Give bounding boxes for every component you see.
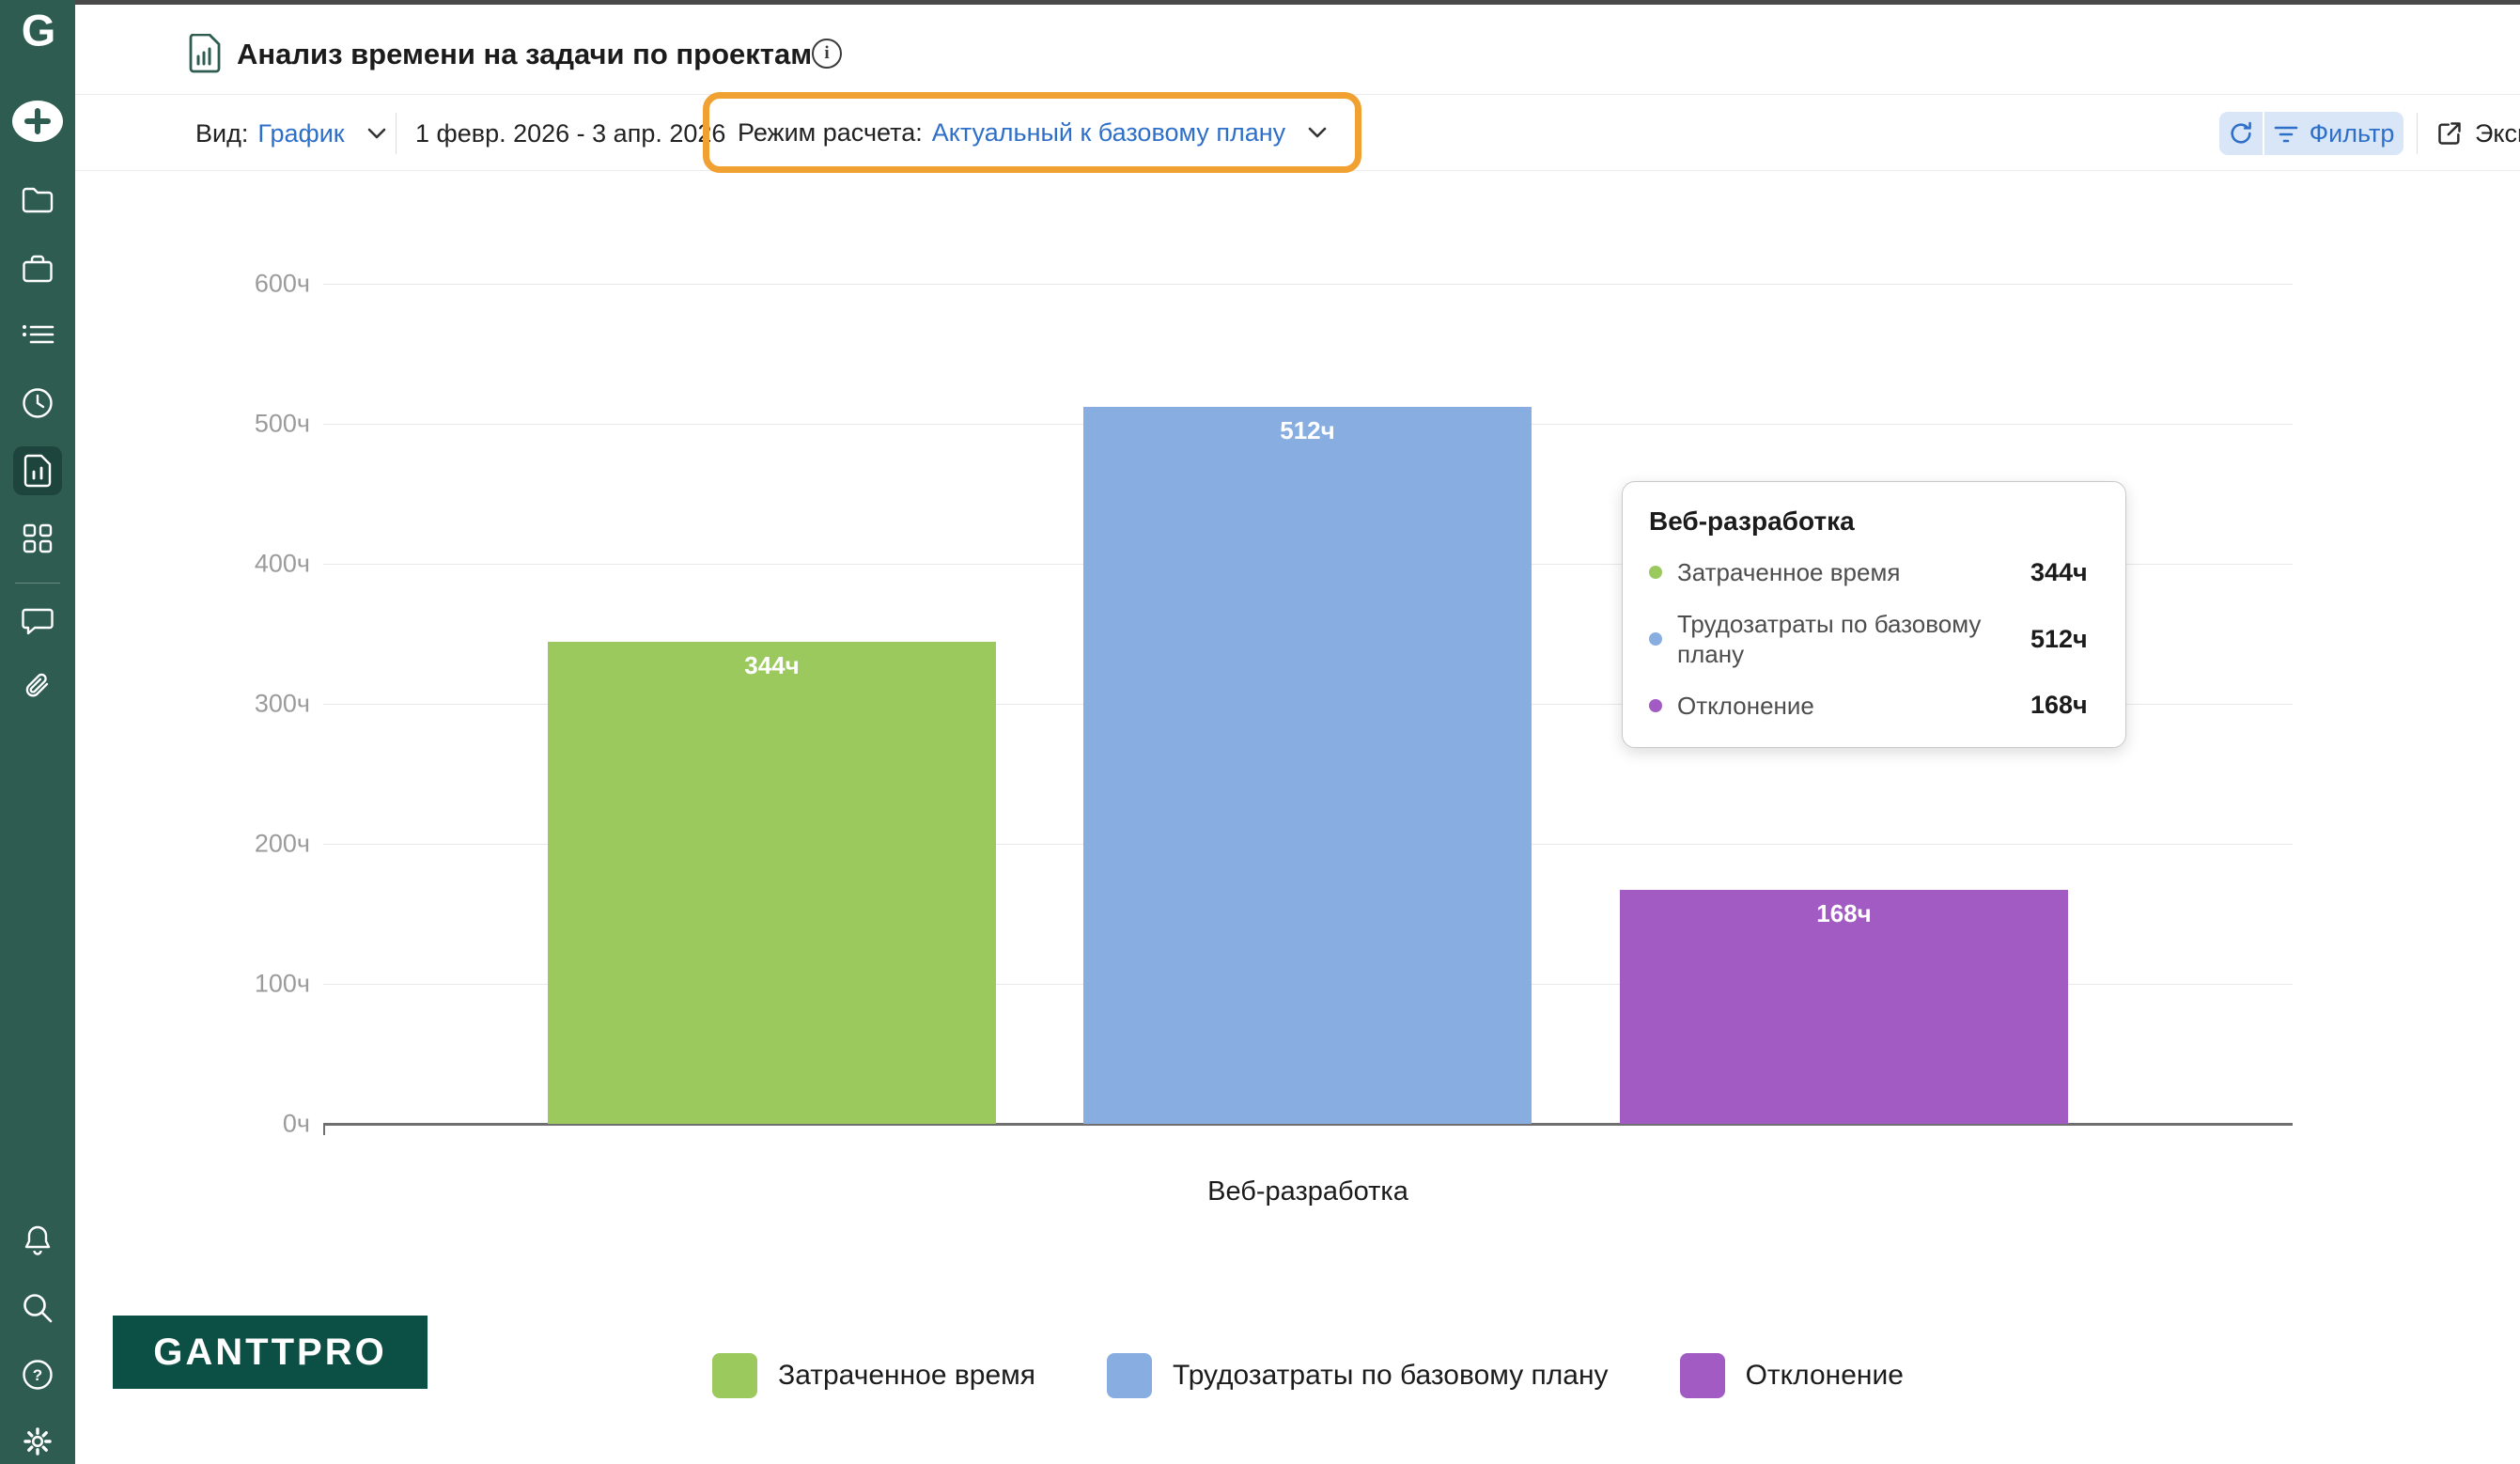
refresh-icon — [2231, 121, 2251, 144]
sidebar-item-portfolio[interactable] — [22, 254, 54, 284]
tooltip-row-label: Отклонение — [1677, 691, 1814, 720]
grid-icon — [23, 523, 53, 553]
tooltip-row: Затраченное время 344ч — [1649, 557, 2099, 588]
tooltip-title: Веб-разработка — [1649, 506, 1855, 536]
legend-swatch — [1107, 1353, 1153, 1398]
screen-top-edge — [0, 0, 2520, 5]
calculation-mode-dropdown[interactable]: Режим расчета: Актуальный к базовому пла… — [703, 92, 1362, 173]
info-icon[interactable]: i — [812, 39, 842, 69]
refresh-button[interactable] — [2219, 112, 2263, 155]
filter-label: Фильтр — [2309, 118, 2395, 148]
sidebar-item-projects[interactable] — [22, 186, 54, 214]
series-dot — [1649, 566, 1662, 580]
mode-label: Режим расчета: — [738, 117, 923, 147]
sidebar-item-task-list[interactable] — [21, 321, 54, 348]
bar-spent-time[interactable]: 344ч — [548, 642, 996, 1124]
legend-swatch — [712, 1353, 758, 1398]
y-tick-label: 600ч — [254, 269, 310, 298]
legend-item-spent-time[interactable]: Затраченное время — [712, 1353, 1035, 1398]
bell-icon — [24, 1225, 51, 1255]
legend-item-deviation[interactable]: Отклонение — [1679, 1353, 1904, 1398]
y-tick-label: 300ч — [254, 689, 310, 718]
filter-button[interactable]: Фильтр — [2264, 112, 2403, 155]
tooltip-row-value: 344ч — [2030, 557, 2088, 586]
y-tick-label: 400ч — [254, 549, 310, 578]
bar-value-label: 168ч — [1816, 899, 1872, 927]
report-chart-icon — [186, 34, 222, 75]
report-icon — [23, 454, 52, 488]
date-range-picker[interactable]: 1 февр. 2026 - 3 апр. 2026 — [415, 96, 725, 171]
question-icon: ? — [23, 1360, 53, 1390]
series-dot — [1649, 632, 1662, 646]
x-axis-tick — [323, 1126, 325, 1135]
folder-icon — [22, 187, 54, 213]
notifications-button[interactable] — [23, 1224, 53, 1256]
sidebar-item-apps[interactable] — [23, 523, 53, 553]
y-tick-label: 0ч — [282, 1109, 310, 1138]
gear-icon — [23, 1427, 52, 1456]
ganttpro-logo-mark[interactable]: G — [21, 5, 56, 55]
x-axis-line — [323, 1123, 2293, 1126]
bar-deviation[interactable]: 168ч — [1620, 890, 2068, 1124]
date-range-value: 1 февр. 2026 - 3 апр. 2026 — [415, 118, 726, 148]
bar-baseline-effort[interactable]: 512ч — [1083, 407, 1532, 1124]
tooltip-row: Отклонение 168ч — [1649, 691, 2099, 722]
x-category-label: Веб-разработка — [1207, 1176, 1408, 1207]
help-button[interactable]: ? — [22, 1359, 54, 1391]
paperclip-icon — [25, 673, 49, 697]
add-button[interactable] — [10, 99, 65, 144]
view-value: График — [257, 118, 345, 148]
y-tick-label: 500ч — [254, 409, 310, 438]
legend-label: Затраченное время — [778, 1360, 1036, 1391]
tooltip-row-value: 512ч — [2030, 624, 2088, 653]
clock-icon — [23, 388, 53, 418]
tooltip-row-label: Затраченное время — [1677, 558, 1901, 586]
series-dot — [1649, 698, 1662, 712]
export-label: Экспорт — [2475, 118, 2520, 148]
search-icon — [23, 1294, 53, 1323]
export-button[interactable]: Экспорт — [2436, 96, 2520, 171]
chart-tooltip: Веб-разработка Затраченное время 344ч Тр… — [1622, 481, 2126, 748]
plus-icon — [12, 101, 63, 142]
toolbar-divider — [396, 113, 397, 154]
chevron-down-icon — [1308, 127, 1327, 138]
tooltip-row: Трудозатраты по базовому плану 512ч — [1649, 609, 2099, 670]
search-button[interactable] — [22, 1292, 54, 1324]
settings-button[interactable] — [22, 1425, 54, 1457]
bar-value-label: 512ч — [1280, 416, 1335, 444]
y-tick-label: 200ч — [254, 829, 310, 858]
chevron-down-icon — [367, 128, 385, 139]
legend-label: Отклонение — [1745, 1360, 1904, 1391]
tooltip-row-label: Трудозатраты по базовому плану — [1677, 609, 1982, 669]
page-title: Анализ времени на задачи по проектам — [237, 38, 813, 70]
export-icon — [2438, 122, 2461, 145]
chart-legend: Затраченное время Трудозатраты по базово… — [323, 1353, 2293, 1398]
sidebar-item-comments[interactable] — [22, 607, 54, 635]
toolbar: Вид: График 1 февр. 2026 - 3 апр. 2026 Р… — [75, 92, 2520, 173]
svg-text:?: ? — [33, 1366, 42, 1384]
filter-icon — [2274, 126, 2297, 143]
tooltip-row-value: 168ч — [2030, 691, 2088, 720]
modal-header: Анализ времени на задачи по проектам i ✕ — [75, 5, 2520, 95]
chat-bubble-icon — [22, 608, 54, 635]
ganttpro-watermark: GANTTPRO — [113, 1316, 428, 1389]
list-icon — [23, 325, 54, 344]
bar-value-label: 344ч — [744, 651, 800, 679]
mode-value: Актуальный к базовому плану — [931, 117, 1286, 147]
sidebar-item-attachments[interactable] — [22, 671, 54, 703]
view-dropdown[interactable]: Вид: График — [195, 96, 386, 171]
y-tick-label: 100ч — [254, 969, 310, 998]
briefcase-icon — [23, 255, 53, 283]
sidebar-item-time-log[interactable] — [22, 387, 54, 419]
legend-swatch — [1679, 1353, 1725, 1398]
sidebar-active-background — [13, 446, 62, 495]
sidebar-divider — [15, 583, 60, 584]
legend-item-baseline-effort[interactable]: Трудозатраты по базовому плану — [1107, 1353, 1609, 1398]
toolbar-divider — [2417, 113, 2418, 154]
view-label: Вид: — [195, 118, 249, 148]
sidebar: G — [0, 0, 75, 1464]
gridline-600 — [323, 284, 2293, 285]
legend-label: Трудозатраты по базовому плану — [1173, 1360, 1609, 1391]
sidebar-item-reports[interactable] — [22, 454, 54, 488]
